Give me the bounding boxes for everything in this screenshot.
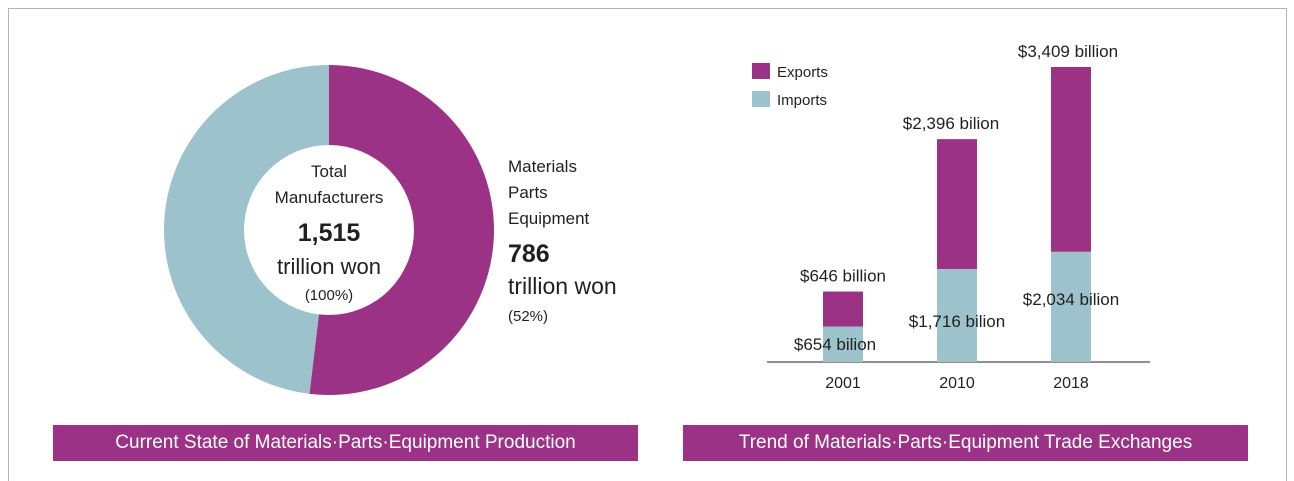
bar-exports-2018	[1051, 67, 1091, 252]
center-total-pct: (100%)	[305, 287, 353, 304]
bar-imports-2001	[823, 326, 863, 362]
slice-unit: trillion won	[508, 273, 617, 299]
legend-swatch-exports	[752, 63, 770, 79]
bar-imports-2010	[937, 268, 977, 362]
slice-label-line3: Equipment	[508, 209, 590, 228]
x-tick-label-2001: 2001	[825, 375, 861, 392]
figure-frame	[8, 8, 1287, 481]
center-total-value: 1,515	[298, 219, 361, 247]
slice-pct: (52%)	[508, 308, 548, 325]
bars-group: $646 billion $654 bilion 2001 $2,396 bilion…	[794, 42, 1119, 392]
caption-production: Current State of Materials·Parts·Equipme…	[53, 425, 638, 461]
legend-label-exports: Exports	[777, 64, 828, 81]
data-label-imports-2018: $2,034 bilion	[1023, 290, 1119, 309]
x-tick-label-2018: 2018	[1053, 375, 1089, 392]
bar-exports-2001	[823, 291, 863, 327]
data-label-exports-2001: $646 billion	[800, 267, 886, 286]
x-tick-label-2010: 2010	[939, 375, 975, 392]
legend: Exports Imports	[752, 63, 828, 109]
slice-value: 786	[508, 240, 550, 268]
donut-hole	[244, 145, 414, 315]
legend-label-imports: Imports	[777, 92, 827, 109]
donut-chart: Total Manufacturers 1,515 trillion won (…	[163, 64, 617, 395]
bar-exports-2010	[937, 139, 977, 269]
center-label-line1: Total	[311, 162, 347, 181]
bar-chart: Exports Imports $646 billion $654 bilion 2…	[752, 42, 1150, 392]
legend-swatch-imports	[752, 91, 770, 107]
caption-trade: Trend of Materials·Parts·Equipment Trade…	[683, 425, 1248, 461]
slice-label-line2: Parts	[508, 183, 548, 202]
bar-imports-2018	[1051, 251, 1091, 362]
data-label-exports-2010: $2,396 bilion	[903, 114, 999, 133]
data-label-imports-2001: $654 bilion	[794, 335, 876, 354]
center-label-line2: Manufacturers	[275, 188, 384, 207]
slice-label-line1: Materials	[508, 157, 577, 176]
center-total-unit: trillion won	[277, 254, 381, 279]
data-label-imports-2010: $1,716 bilion	[909, 312, 1005, 331]
data-label-exports-2018: $3,409 billion	[1018, 42, 1118, 61]
